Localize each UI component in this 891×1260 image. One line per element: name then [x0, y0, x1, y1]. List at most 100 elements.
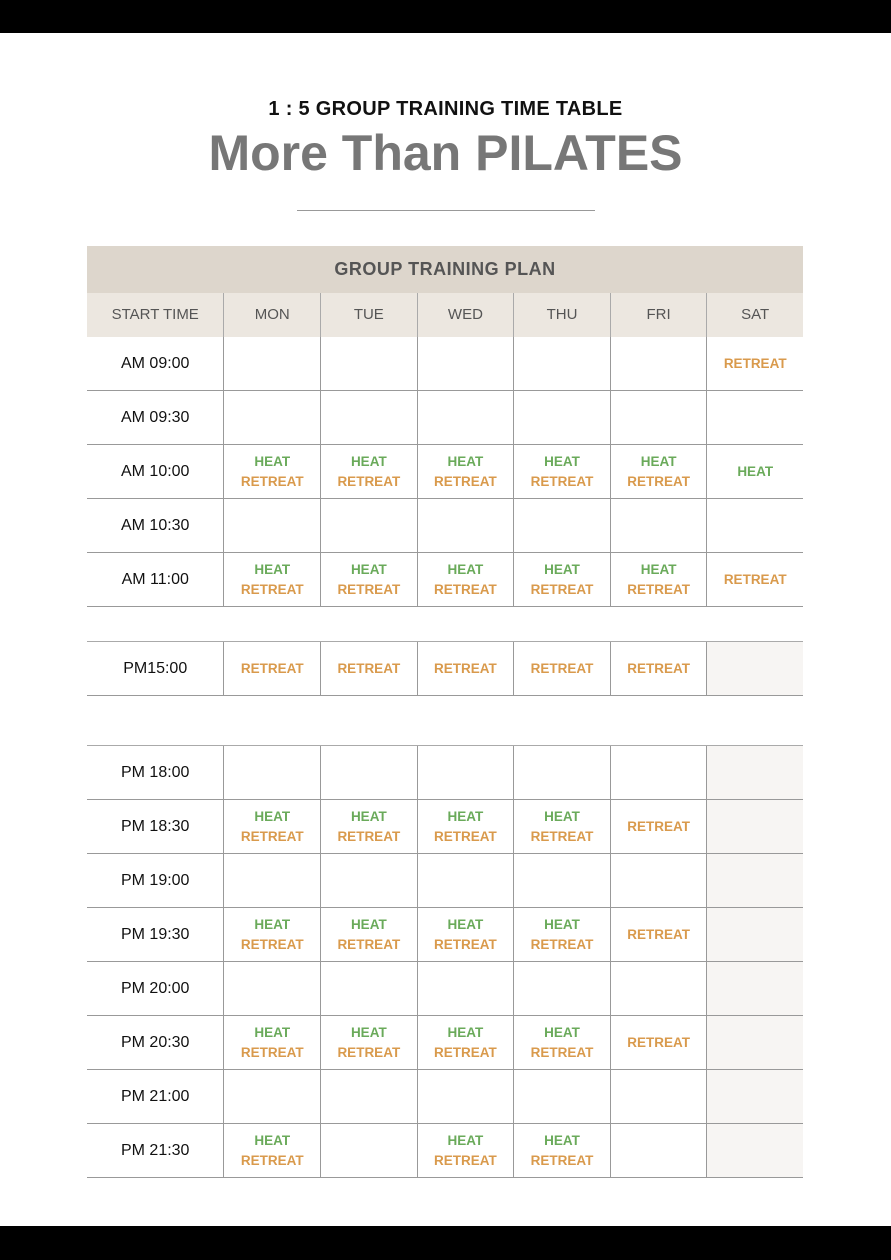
schedule-cell-thu — [513, 854, 610, 907]
schedule-cell-thu: HEAT RETREAT — [513, 445, 610, 498]
class-label-heat: HEAT — [447, 453, 484, 469]
schedule-cell-sat — [706, 1016, 803, 1069]
class-label-retreat: RETREAT — [434, 581, 497, 597]
schedule-cell-mon: HEAT RETREAT — [223, 1016, 320, 1069]
table-row: PM15:00 RETREAT RETREAT RETREAT RETREAT RETRE… — [87, 642, 803, 696]
class-label-heat: HEAT — [350, 1024, 387, 1040]
start-time: AM 09:30 — [120, 408, 190, 426]
class-label-heat: HEAT — [254, 916, 291, 932]
class-label-retreat: RETREAT — [434, 473, 497, 489]
schedule-cell-thu — [513, 962, 610, 1015]
schedule-cell-wed — [416, 1070, 514, 1123]
bottom-bar — [0, 1226, 891, 1260]
schedule-cell-wed — [416, 854, 514, 907]
schedule-cell-wed: HEAT RETREAT — [416, 553, 514, 606]
class-label-retreat: RETREAT — [530, 581, 594, 597]
class-label-retreat: RETREAT — [723, 571, 787, 587]
class-label-heat: HEAT — [640, 453, 677, 469]
class-label-retreat: RETREAT — [627, 473, 690, 489]
class-label-retreat: RETREAT — [530, 1152, 594, 1168]
class-label-retreat: RETREAT — [337, 473, 401, 489]
class-label-heat: HEAT — [640, 561, 677, 577]
class-label-retreat: RETREAT — [434, 828, 497, 844]
schedule-cell-fri — [609, 391, 707, 444]
table-row: AM 11:00 HEAT RETREAT HEAT RETREAT HEAT RETREA… — [87, 553, 803, 607]
column-header: SAT — [706, 293, 803, 337]
table-row: AM 09:30 — [87, 391, 803, 445]
schedule-cell-wed — [416, 962, 514, 1015]
schedule-cell-thu: HEAT RETREAT — [513, 553, 610, 606]
schedule-cell-wed — [416, 337, 514, 390]
schedule-cell-sat — [706, 642, 803, 695]
class-label-retreat: RETREAT — [627, 926, 690, 942]
schedule-cell-mon — [223, 499, 320, 552]
schedule-cell-wed: HEAT RETREAT — [416, 1124, 514, 1177]
schedule-cell-tue — [320, 962, 417, 1015]
schedule-cell-sat — [706, 854, 803, 907]
schedule-cell-tue: HEAT RETREAT — [320, 800, 417, 853]
class-label-heat: HEAT — [544, 453, 580, 469]
column-header: TUE — [320, 293, 417, 337]
schedule-cell-wed: HEAT RETREAT — [416, 1016, 514, 1069]
schedule-cell-tue — [320, 854, 417, 907]
schedule-cell-tue — [320, 1070, 417, 1123]
schedule-cell-tue — [320, 337, 417, 390]
class-label-heat: HEAT — [544, 561, 580, 577]
class-label-heat: HEAT — [544, 1132, 580, 1148]
class-label-heat: HEAT — [254, 1024, 291, 1040]
schedule-cell-mon — [223, 391, 320, 444]
schedule-cell-sat — [706, 1124, 803, 1177]
class-label-retreat: RETREAT — [240, 1152, 304, 1168]
schedule-cell-thu: HEAT RETREAT — [513, 800, 610, 853]
class-label-retreat: RETREAT — [240, 473, 304, 489]
schedule-cell-wed: HEAT RETREAT — [416, 445, 514, 498]
subtitle: 1 : 5 GROUP TRAINING TIME TABLE — [268, 98, 623, 120]
schedule-cell-fri — [609, 854, 707, 907]
start-time: PM 18:00 — [120, 763, 190, 781]
start-time: AM 09:00 — [120, 354, 190, 372]
evening-section: PM 18:00 PM 18:30 HEAT RETREAT HEAT RETREAT HE… — [87, 745, 803, 1178]
table-row: AM 10:00 HEAT RETREAT HEAT RETREAT HEAT RETREA… — [87, 445, 803, 499]
start-time: PM 20:00 — [120, 979, 190, 997]
class-label-retreat: RETREAT — [240, 1044, 304, 1060]
class-label-retreat: RETREAT — [337, 828, 401, 844]
table-row: PM 20:00 — [87, 962, 803, 1016]
schedule-cell-tue: RETREAT — [320, 642, 417, 695]
schedule-cell-fri: RETREAT — [609, 1016, 707, 1069]
table-row: PM 19:00 — [87, 854, 803, 908]
class-label-retreat: RETREAT — [530, 828, 594, 844]
class-label-retreat: RETREAT — [434, 660, 497, 676]
class-label-retreat: RETREAT — [337, 581, 401, 597]
column-header: FRI — [609, 293, 707, 337]
table-row: AM 10:30 — [87, 499, 803, 553]
class-label-heat: HEAT — [544, 1024, 580, 1040]
schedule-cell-sat — [706, 908, 803, 961]
schedule-cell-fri: HEAT RETREAT — [609, 445, 707, 498]
schedule-cell-tue: HEAT RETREAT — [320, 445, 417, 498]
table-row: PM 21:00 — [87, 1070, 803, 1124]
schedule-cell-tue: HEAT RETREAT — [320, 1016, 417, 1069]
schedule-cell-tue — [320, 1124, 417, 1177]
start-time: PM 21:00 — [120, 1087, 190, 1105]
afternoon-section: PM15:00 RETREAT RETREAT RETREAT RETREAT RETRE… — [87, 641, 803, 696]
table-row: AM 09:00 RETREAT — [87, 337, 803, 391]
schedule-cell-wed — [416, 499, 514, 552]
class-label-heat: HEAT — [350, 453, 387, 469]
schedule-cell-thu — [513, 337, 610, 390]
schedule-cell-wed: RETREAT — [416, 642, 514, 695]
class-label-retreat: RETREAT — [530, 660, 594, 676]
column-header-row: START TIME MON TUE WED THU FRI SAT — [87, 293, 803, 337]
schedule-cell-sat — [706, 800, 803, 853]
class-label-retreat: RETREAT — [627, 818, 690, 834]
class-label-retreat: RETREAT — [627, 581, 690, 597]
class-label-retreat: RETREAT — [434, 1044, 497, 1060]
start-time: PM 20:30 — [120, 1033, 190, 1051]
morning-rows: AM 09:00 RETREAT AM 09:30 AM 10:00 HEAT RETRE… — [87, 337, 803, 607]
schedule-cell-mon — [223, 854, 320, 907]
top-bar — [0, 0, 891, 33]
column-header: WED — [416, 293, 514, 337]
schedule-cell-fri — [609, 337, 707, 390]
schedule-cell-mon: HEAT RETREAT — [223, 1124, 320, 1177]
schedule-cell-thu — [513, 499, 610, 552]
class-label-retreat: RETREAT — [530, 936, 594, 952]
